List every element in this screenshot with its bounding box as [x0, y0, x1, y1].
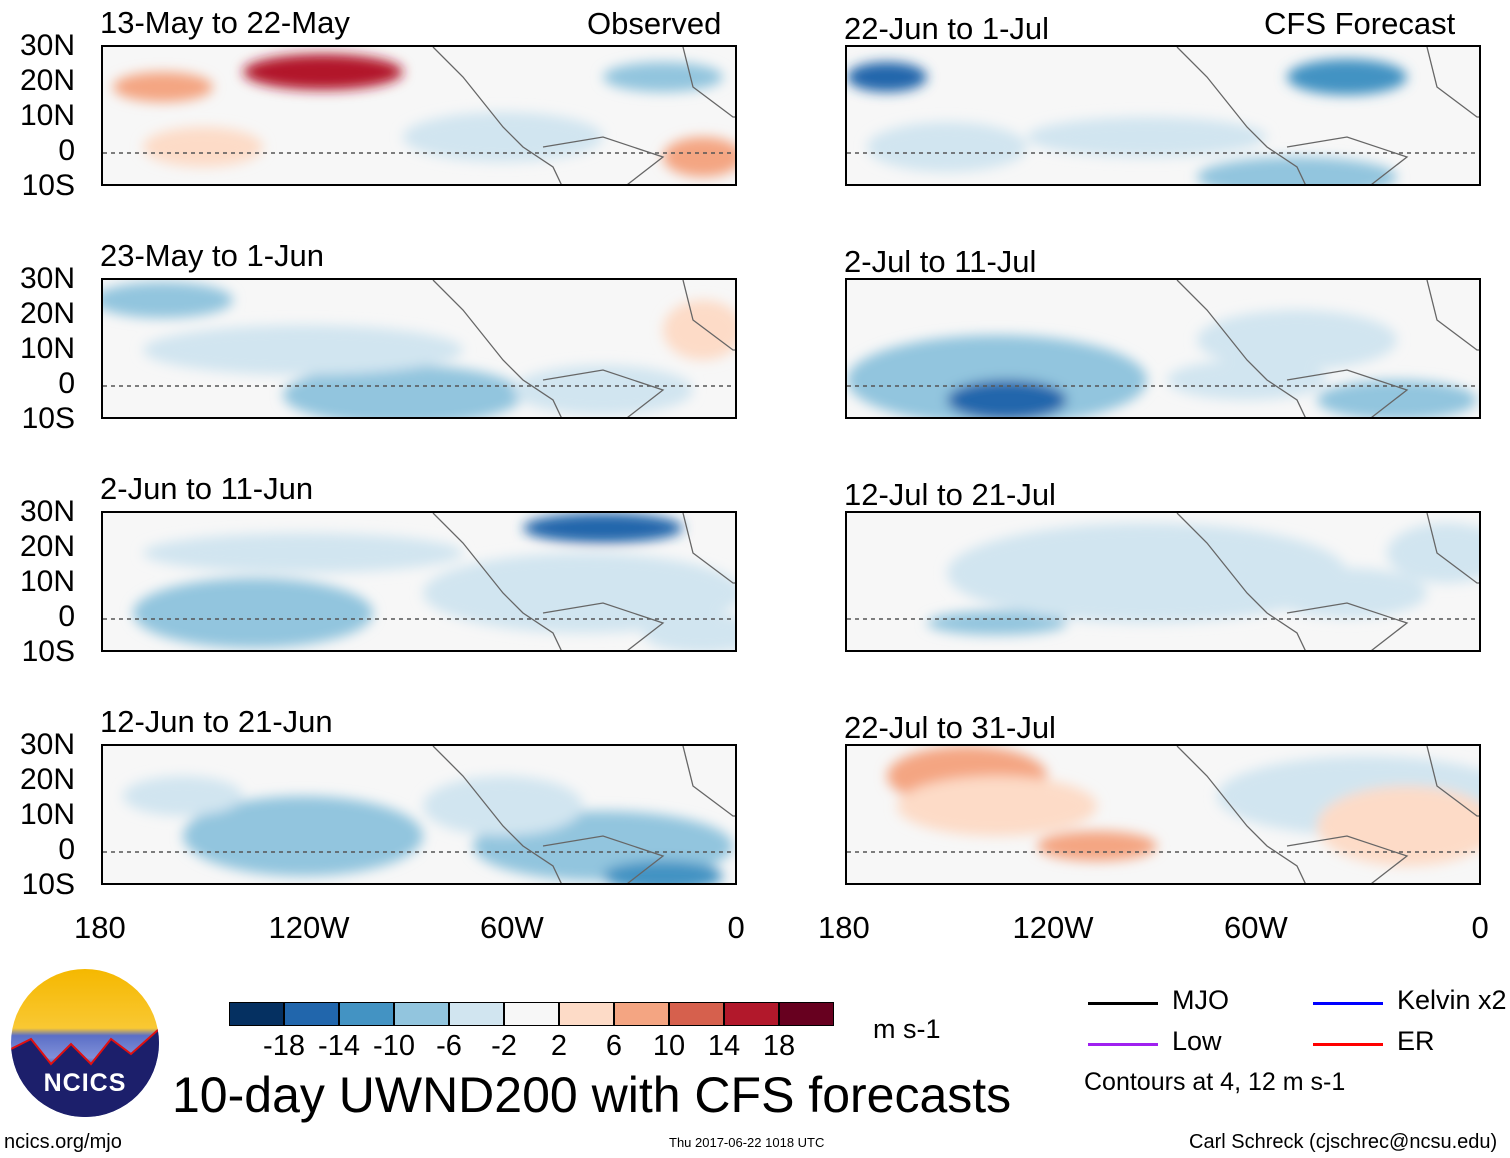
colorbar-swatch — [339, 1002, 394, 1026]
lat-label: 0 — [58, 833, 75, 866]
lon-label: 120W — [1012, 910, 1094, 945]
colorbar-tick-label: -6 — [436, 1030, 462, 1062]
colorbar-tick-label: -14 — [318, 1030, 360, 1062]
lon-label: 0 — [1471, 910, 1489, 945]
wind-anomaly-map — [847, 746, 1479, 883]
colorbar-swatch — [779, 1002, 834, 1026]
colorbar-swatch — [504, 1002, 559, 1026]
colorbar-swatch — [449, 1002, 504, 1026]
lat-label: 0 — [58, 367, 75, 400]
lat-label: 20N — [19, 64, 75, 97]
map-panel — [845, 744, 1481, 885]
colorbar-tick-label: 14 — [707, 1030, 741, 1062]
colorbar-tick-label: 18 — [762, 1030, 796, 1062]
colorbar-swatch — [284, 1002, 339, 1026]
legend-label: Low — [1172, 1026, 1222, 1056]
legend-line-er — [1313, 1043, 1383, 1046]
lon-label: 180 — [818, 910, 870, 945]
colorbar-swatch — [724, 1002, 779, 1026]
lon-label: 60W — [1224, 910, 1288, 945]
panel-title: 23-May to 1-Jun — [100, 238, 324, 273]
panel-title: 13-May to 22-May — [100, 5, 350, 40]
colorbar-tick-label: -18 — [263, 1030, 305, 1062]
map-panel — [101, 45, 737, 186]
legend-label: ER — [1397, 1026, 1435, 1056]
colorbar-units: m s-1 — [873, 1014, 941, 1044]
lat-label: 10N — [19, 565, 75, 598]
lat-label: 10S — [21, 402, 75, 435]
colorbar-swatch — [614, 1002, 669, 1026]
lon-label: 60W — [480, 910, 544, 945]
lon-label: 0 — [727, 910, 745, 945]
lat-label: 0 — [58, 134, 75, 167]
wind-anomaly-map — [103, 47, 735, 184]
colorbar-swatch — [559, 1002, 614, 1026]
footer-author: Carl Schreck (cjschrec@ncsu.edu) — [1189, 1131, 1498, 1153]
legend-label: MJO — [1172, 985, 1229, 1015]
colorbar-tick-label: 6 — [605, 1030, 623, 1062]
lat-label: 10S — [21, 169, 75, 202]
legend-line-mjo — [1088, 1002, 1158, 1005]
colorbar-tick-label: -10 — [373, 1030, 415, 1062]
lon-label: 180 — [74, 910, 126, 945]
observed-label: Observed — [587, 6, 722, 41]
panel-title: 2-Jun to 11-Jun — [100, 471, 314, 506]
mountains-icon — [11, 1028, 159, 1117]
wind-anomaly-map — [847, 513, 1479, 650]
map-panel — [845, 511, 1481, 652]
panel-title: 2-Jul to 11-Jul — [844, 244, 1037, 279]
lat-label: 20N — [19, 530, 75, 563]
panel-title: 12-Jul to 21-Jul — [844, 477, 1056, 512]
panel-title: 22-Jul to 31-Jul — [844, 710, 1056, 745]
colorbar-tick-label: 2 — [550, 1030, 568, 1062]
lat-label: 30N — [19, 728, 75, 761]
map-panel — [101, 744, 737, 885]
lat-label: 10N — [19, 332, 75, 365]
wind-anomaly-map — [847, 280, 1479, 417]
contours-note: Contours at 4, 12 m s-1 — [1084, 1068, 1346, 1096]
lat-label: 30N — [19, 495, 75, 528]
map-panel — [101, 511, 737, 652]
wind-anomaly-map — [103, 280, 735, 417]
map-panel — [845, 45, 1481, 186]
colorbar-tick-label: 10 — [652, 1030, 686, 1062]
panel-title: 22-Jun to 1-Jul — [844, 11, 1050, 46]
colorbar-tick-label: -2 — [491, 1030, 517, 1062]
colorbar-swatch — [394, 1002, 449, 1026]
wind-anomaly-map — [847, 47, 1479, 184]
forecast-label: CFS Forecast — [1264, 6, 1456, 41]
legend-line-low — [1088, 1043, 1158, 1046]
figure-title: 10-day UWND200 with CFS forecasts — [172, 1067, 1012, 1123]
lat-label: 10N — [19, 798, 75, 831]
colorbar-swatch — [669, 1002, 724, 1026]
lon-label: 120W — [268, 910, 350, 945]
legend-line-kelvin-x2 — [1313, 1002, 1383, 1005]
lat-label: 30N — [19, 262, 75, 295]
lat-label: 30N — [19, 29, 75, 62]
legend-label: Kelvin x2 — [1397, 985, 1507, 1015]
lat-label: 10S — [21, 635, 75, 668]
lat-label: 0 — [58, 600, 75, 633]
wind-anomaly-map — [103, 746, 735, 883]
lat-label: 20N — [19, 297, 75, 330]
footer-timestamp: Thu 2017-06-22 1018 UTC — [669, 1135, 825, 1150]
footer-url[interactable]: ncics.org/mjo — [4, 1131, 122, 1153]
map-panel — [101, 278, 737, 419]
lat-label: 10N — [19, 99, 75, 132]
lat-label: 20N — [19, 763, 75, 796]
map-panel — [845, 278, 1481, 419]
colorbar-swatch — [229, 1002, 284, 1026]
wind-anomaly-map — [103, 513, 735, 650]
panel-title: 12-Jun to 21-Jun — [100, 704, 333, 739]
lat-label: 10S — [21, 868, 75, 901]
logo: NCICS — [11, 969, 159, 1117]
logo-text: NCICS — [43, 1069, 127, 1097]
